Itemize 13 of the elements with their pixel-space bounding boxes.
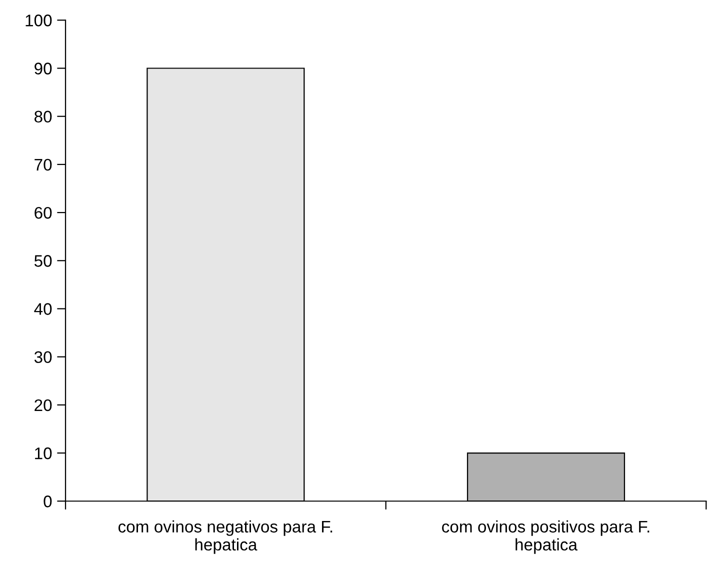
y-tick-label: 10 bbox=[35, 447, 52, 460]
y-tick-label: 30 bbox=[34, 351, 52, 364]
y-tick-label: 90 bbox=[34, 62, 52, 74]
x-tick-label: com ovinos positivos para F. hepatica bbox=[442, 520, 650, 554]
y-tick-label: 0 bbox=[44, 496, 52, 508]
y-tick-label: 70 bbox=[34, 158, 52, 171]
y-tick-label: 60 bbox=[34, 206, 52, 219]
y-tick-label: 80 bbox=[34, 110, 52, 123]
y-tick-label: 100 bbox=[26, 14, 52, 26]
y-tick-label: 40 bbox=[34, 303, 52, 315]
x-tick-label: com ovinos negativos para F. hepatica bbox=[118, 520, 332, 554]
y-tick-label: 50 bbox=[34, 255, 52, 267]
y-tick-label: 20 bbox=[34, 399, 52, 412]
